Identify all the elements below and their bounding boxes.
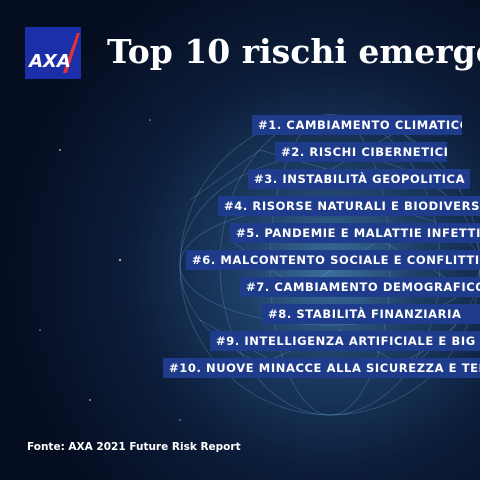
risk-item: #2. RISCHI CIBERNETICI [275,142,447,162]
risk-item: #5. PANDEMIE E MALATTIE INFETTIVE [230,223,480,243]
risk-item: #8. STABILITÀ FINANZIARIA [262,304,480,324]
risk-item: #10. NUOVE MINACCE ALLA SICUREZZA E TER [163,358,480,378]
risk-item: #3. INSTABILITÀ GEOPOLITICA [248,169,470,189]
title: Top 10 rischi emergen [107,32,480,71]
risk-item: #7. CAMBIAMENTO DEMOGRAFICO [240,277,480,297]
logo: AXA [25,27,81,79]
source: Fonte: AXA 2021 Future Risk Report [27,441,241,453]
logo-text: AXA [27,51,71,72]
risk-item: #1. CAMBIAMENTO CLIMATICO [252,115,462,135]
risk-item: #9. INTELLIGENZA ARTIFICIALE E BIG D [210,331,480,351]
risk-item: #4. RISORSE NATURALI E BIODIVERSIT [218,196,480,216]
risk-item: #6. MALCONTENTO SOCIALE E CONFLITTI L [186,250,480,270]
